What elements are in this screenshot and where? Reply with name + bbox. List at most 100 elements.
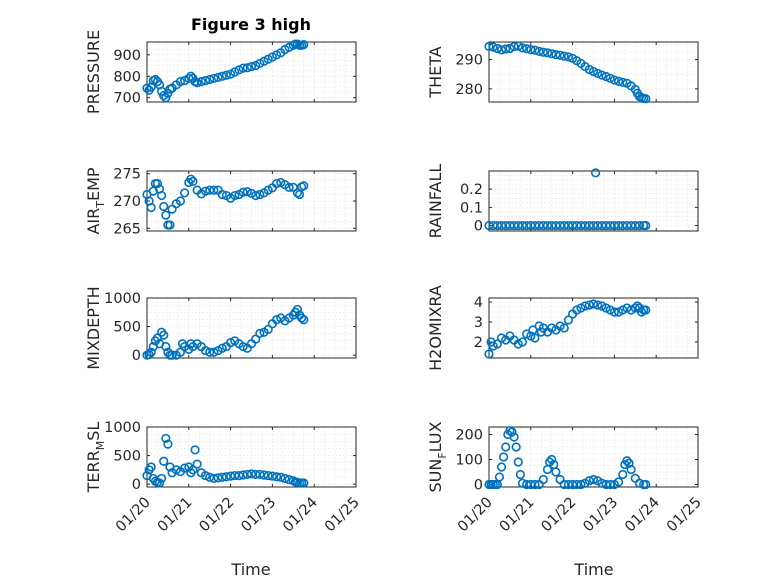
data-point [154,478,165,488]
y-tick-label: 3 [474,315,483,331]
data-point [276,472,286,482]
data-point [246,62,257,72]
data-point [271,178,282,189]
x-tick-label: 01/23 [238,495,279,536]
data-point [641,94,651,104]
x-tick-label: 01/21 [497,495,538,536]
data-point [144,349,154,360]
axes-air-temp: 265 270 275 AIRTEMP [84,167,357,237]
y-axis-label-main: MIXDEPTH [84,286,103,369]
data-point [175,77,186,87]
data-point [530,479,540,490]
data-point [159,330,169,340]
y-axis-label-sub: M [94,441,107,451]
x-tick-label: 01/24 [622,495,663,536]
y-axis-label-main: PRESSURE [84,30,103,114]
y-tick-label: 2 [474,335,483,351]
data-point [530,45,540,55]
y-tick-label: 1000 [104,291,141,307]
data-point [238,187,248,197]
data-point [161,210,171,220]
data-point [630,303,640,313]
data-point [200,75,211,86]
axes-box [488,426,699,488]
data-point [175,196,186,206]
data-point [641,305,651,315]
y-tick-label: 100 [455,453,483,469]
x-tick-label: 01/20 [455,495,496,536]
data-point [484,349,494,359]
y-tick-label: 800 [113,69,141,85]
data-point [209,473,219,484]
data-point [509,432,519,442]
data-point [180,463,190,473]
axes-box [488,170,699,232]
data-point [563,315,574,325]
data-point [517,43,528,53]
data-point [142,83,152,93]
data-point [588,474,599,485]
x-tick-label: 01/24 [280,495,321,536]
y-tick-label: 0.1 [460,200,483,216]
data-point [601,71,611,82]
data-point [192,78,202,88]
data-point [196,77,206,87]
data-point [501,442,511,452]
data-point [517,337,528,347]
data-point [622,456,632,466]
data-point [146,347,156,357]
data-point [597,478,607,488]
y-tick-label: 275 [113,167,141,183]
y-axis-label-tail: SL [84,422,103,441]
x-axis-label-right: Time [573,560,613,579]
data-point [161,341,171,352]
y-axis-label-main: SUN [426,459,445,493]
data-point [597,70,607,80]
y-axis-label: AIRTEMP [84,167,107,234]
y-tick-label: 0 [474,219,483,235]
data-point [221,70,232,80]
axes-box [146,297,357,359]
data-point [551,49,561,60]
data-point [200,186,211,196]
data-point [484,41,494,51]
data-point [226,337,236,348]
data-point [200,470,211,481]
data-point [217,189,227,200]
data-point [517,478,528,488]
data-point [234,470,244,481]
data-point [613,76,624,86]
data-point [626,464,636,475]
data-point [238,470,248,480]
data-point [251,190,261,201]
y-tick-label: 4 [474,295,483,311]
data-point [299,39,309,50]
data-point [299,478,309,488]
y-tick-label: 0 [474,478,483,494]
data-point [538,474,548,485]
y-axis-label: TERRMSL [84,422,107,494]
data-point [163,439,173,449]
axes-theta: 280 290 THETA [426,41,699,104]
data-point [494,472,505,482]
y-tick-label: 900 [113,48,141,64]
y-tick-label: 0 [132,477,141,493]
data-point [634,478,645,488]
y-tick-label: 200 [455,428,483,444]
y-axis-label-tail: LUX [426,421,445,452]
axes-h2omixra: 2 3 4 H2OMIXRA [426,285,699,371]
data-point [234,65,244,75]
data-point [496,45,507,55]
x-tick-label: 01/25 [664,495,705,536]
data-point [559,323,569,333]
data-point [641,479,651,490]
data-point [488,42,498,52]
axes-terr-msl: 0 500 1000 01/20 01/21 01/22 01/23 01/24 01/25 TE… [84,420,363,535]
data-point [555,50,565,60]
y-tick-label: 1000 [104,420,141,436]
data-point [242,187,252,197]
y-tick-label: 265 [113,221,141,237]
data-point [180,188,190,198]
